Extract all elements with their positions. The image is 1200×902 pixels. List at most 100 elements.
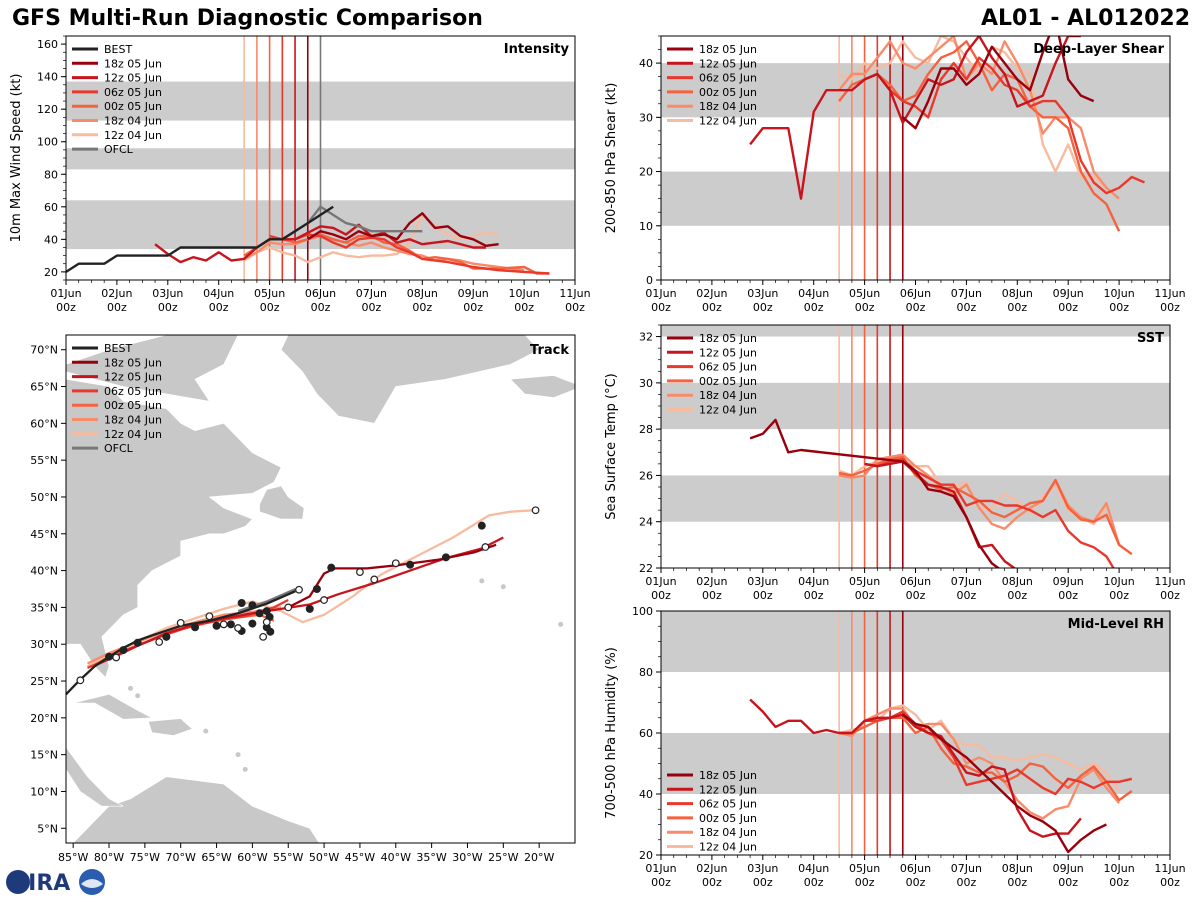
- lon-tick-label: 30°W: [452, 851, 482, 864]
- legend-label: 00z 05 Jun: [104, 399, 162, 412]
- legend-label: 12z 04 Jun: [699, 404, 757, 417]
- x-tick-label: 11Jun: [559, 287, 590, 300]
- x-tick-label: 05Jun: [849, 287, 880, 300]
- legend-label: 12z 04 Jun: [699, 841, 757, 854]
- x-tick-label: 05Jun: [254, 287, 285, 300]
- lat-tick-label: 10°N: [30, 785, 58, 798]
- track-point-filled: [327, 563, 336, 572]
- x-tick-hour-label: 00z: [362, 301, 382, 314]
- x-tick-label: 10Jun: [1104, 862, 1135, 875]
- legend-label: 12z 05 Jun: [104, 371, 162, 384]
- series-line: [838, 704, 1121, 792]
- x-tick-label: 09Jun: [1053, 287, 1084, 300]
- x-tick-label: 09Jun: [1053, 862, 1084, 875]
- series-line: [902, 713, 1107, 854]
- lon-tick-label: 85°W: [58, 851, 88, 864]
- x-tick-label: 06Jun: [900, 287, 931, 300]
- landmass: [259, 485, 305, 520]
- y-axis-label: 200-850 hPa Shear (kt): [604, 83, 619, 234]
- chart-title: Track: [530, 343, 569, 358]
- x-tick-label: 03Jun: [152, 287, 183, 300]
- track-point-open: [391, 559, 400, 568]
- x-tick-hour-label: 00z: [804, 301, 824, 314]
- x-tick-label: 09Jun: [1053, 575, 1084, 588]
- track-point-open: [284, 603, 293, 612]
- lon-tick-label: 50°W: [309, 851, 339, 864]
- series-line: [864, 458, 1115, 568]
- x-tick-label: 04Jun: [798, 575, 829, 588]
- legend-label: 18z 04 Jun: [104, 115, 162, 128]
- x-tick-hour-label: 00z: [1007, 876, 1027, 889]
- track-point-filled: [248, 601, 257, 610]
- x-tick-hour-label: 00z: [753, 876, 773, 889]
- x-tick-label: 11Jun: [1154, 575, 1185, 588]
- track-point-open: [219, 620, 228, 629]
- legend-label: 00z 05 Jun: [699, 86, 757, 99]
- track-point-filled: [477, 521, 486, 530]
- x-tick-hour-label: 00z: [906, 876, 926, 889]
- chart-title: SST: [1137, 331, 1164, 346]
- x-tick-hour-label: 00z: [209, 301, 229, 314]
- x-tick-hour-label: 00z: [957, 301, 977, 314]
- chart-track: 85°W 80°W 75°W 70°W 65°W 60°W 55°W 50°W 45°W 40°W…: [30, 334, 576, 864]
- track-point-filled: [226, 620, 235, 629]
- series-line: [154, 223, 486, 264]
- track-point-filled: [212, 621, 221, 630]
- lon-tick-label: 75°W: [130, 851, 160, 864]
- legend-label: 18z 04 Jun: [699, 389, 757, 402]
- x-tick-hour-label: 00z: [753, 589, 773, 602]
- cira-logo: CIRA: [4, 866, 108, 898]
- legend-label: OFCL: [104, 442, 134, 455]
- lon-tick-label: 55°W: [273, 851, 303, 864]
- y-axis-label: 10m Max Wind Speed (kt): [9, 74, 24, 243]
- track-point-filled: [248, 619, 257, 628]
- shaded-band: [661, 611, 1170, 672]
- legend-label: 12z 05 Jun: [104, 72, 162, 85]
- map-frame: [65, 334, 576, 844]
- lat-tick-label: 20°N: [30, 712, 58, 725]
- legend-label: 18z 04 Jun: [699, 100, 757, 113]
- x-tick-label: 02Jun: [696, 287, 727, 300]
- track-point-filled: [237, 598, 246, 607]
- series-line: [838, 40, 1121, 232]
- lat-tick-label: 55°N: [30, 454, 58, 467]
- x-tick-hour-label: 00z: [1109, 589, 1129, 602]
- x-tick-hour-label: 00z: [1007, 589, 1027, 602]
- x-tick-hour-label: 00z: [1058, 876, 1078, 889]
- series-line: [864, 56, 1145, 195]
- y-tick-label: 32: [639, 331, 653, 344]
- y-tick-label: 0: [646, 274, 653, 287]
- series-line: [243, 213, 499, 264]
- track-point-open: [531, 506, 540, 515]
- y-tick-label: 10: [639, 220, 653, 233]
- legend-label: 12z 05 Jun: [699, 346, 757, 359]
- legend-label: 12z 04 Jun: [699, 115, 757, 128]
- x-tick-hour-label: 00z: [855, 301, 875, 314]
- x-tick-hour-label: 00z: [1058, 589, 1078, 602]
- shaded-band: [661, 382, 1170, 430]
- lat-tick-label: 35°N: [30, 601, 58, 614]
- series-line: [864, 710, 1133, 796]
- track-line: [66, 590, 296, 696]
- lon-tick-label: 70°W: [166, 851, 196, 864]
- legend-label: 06z 05 Jun: [104, 86, 162, 99]
- legend-label: 18z 04 Jun: [104, 414, 162, 427]
- track-point-open: [370, 575, 379, 584]
- lat-tick-label: 50°N: [30, 491, 58, 504]
- track-point-filled: [191, 623, 200, 632]
- series-line: [269, 233, 550, 275]
- legend-label: 18z 05 Jun: [104, 57, 162, 70]
- legend-label: 18z 05 Jun: [699, 43, 757, 56]
- shaded-band: [661, 63, 1170, 118]
- x-tick-label: 05Jun: [849, 575, 880, 588]
- x-tick-hour-label: 00z: [565, 301, 585, 314]
- y-axis-label: Sea Surface Temp (°C): [604, 373, 619, 520]
- landmass: [72, 776, 320, 843]
- x-tick-hour-label: 00z: [1160, 301, 1180, 314]
- x-tick-label: 03Jun: [747, 287, 778, 300]
- y-tick-label: 120: [37, 103, 58, 116]
- lat-tick-label: 60°N: [30, 417, 58, 430]
- chart-sst: 22242628303201Jun00z02Jun00z03Jun00z04Ju…: [604, 324, 1186, 602]
- track-point-filled: [266, 627, 275, 636]
